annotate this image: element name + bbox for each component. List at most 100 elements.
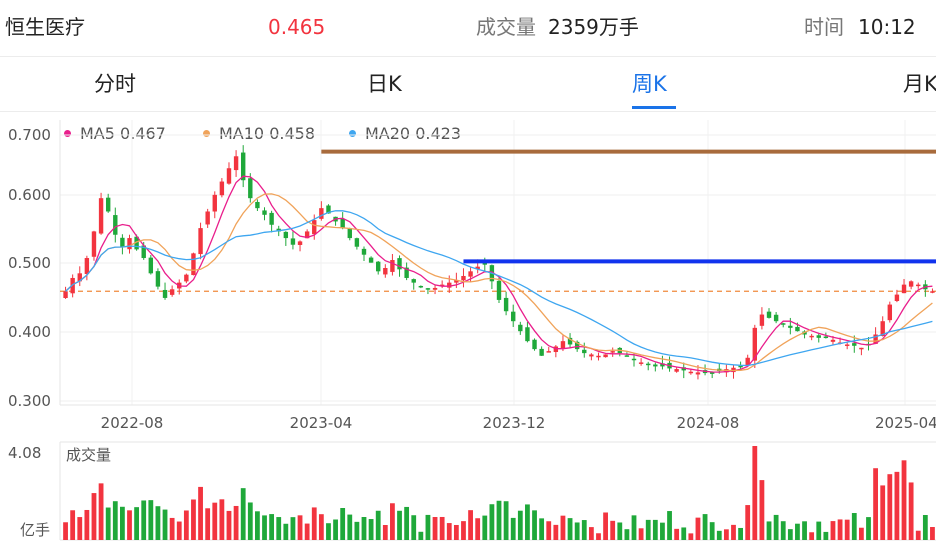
volume-bar xyxy=(141,500,147,540)
y-tick-label: 0.500 xyxy=(8,254,51,272)
candle-body xyxy=(482,262,487,265)
candle-body xyxy=(624,355,630,357)
tab-daily-k[interactable]: 日K xyxy=(367,72,402,96)
volume-bar xyxy=(297,515,303,540)
candle-body xyxy=(312,220,317,235)
y-tick-label: 0.400 xyxy=(8,323,51,341)
volume-bar xyxy=(390,503,395,540)
candle-body xyxy=(70,277,75,294)
y-tick-label: 0.600 xyxy=(8,186,51,204)
volume-bar xyxy=(844,519,850,540)
candle-body xyxy=(901,284,907,294)
candle-body xyxy=(475,266,480,270)
ma5-dot xyxy=(64,130,71,137)
candle-body xyxy=(788,325,793,328)
tab-monthly-k[interactable]: 月K xyxy=(903,72,936,96)
candle-body xyxy=(660,363,665,367)
candle-body xyxy=(795,326,800,332)
candle-body xyxy=(340,218,345,229)
volume-bar xyxy=(205,508,211,540)
candle-body xyxy=(894,294,900,301)
candle-body xyxy=(574,341,580,350)
volume-bar xyxy=(560,515,566,540)
candle-body xyxy=(674,369,679,372)
volume-bar xyxy=(759,480,765,540)
candle-body xyxy=(567,337,573,345)
candle-body xyxy=(84,258,90,275)
volume-bar xyxy=(397,510,402,540)
volume-bar xyxy=(617,522,623,540)
volume-bar xyxy=(347,514,353,540)
candle-body xyxy=(63,291,68,299)
candle-body xyxy=(745,357,750,366)
candle-body xyxy=(816,335,821,338)
volume-bar xyxy=(525,504,530,540)
candle-body xyxy=(525,327,530,342)
candle-body xyxy=(887,304,893,321)
volume-bar xyxy=(588,527,594,540)
volume-bar xyxy=(212,502,218,540)
volume-bar xyxy=(603,512,608,540)
kline-chart[interactable]: 0.700 0.600 0.500 0.400 0.300 2022-08 2023-04 2… xyxy=(0,112,936,552)
candle-body xyxy=(532,339,537,350)
volume-bar xyxy=(368,519,374,540)
volume-bar xyxy=(98,483,104,540)
tab-minute[interactable]: 分时 xyxy=(94,72,136,96)
volume-bar xyxy=(354,521,360,540)
ma10-label: MA10 xyxy=(219,124,265,143)
stock-name: 恒生医疗 xyxy=(5,15,85,39)
volume-bar xyxy=(176,521,182,540)
volume-bar xyxy=(681,527,687,540)
volume-bar xyxy=(866,517,871,540)
volume-bar xyxy=(148,500,154,540)
candle-body xyxy=(105,197,111,212)
ma5-legend: MA5 0.467 xyxy=(64,124,166,144)
volume-bar xyxy=(702,514,708,540)
volume-bar xyxy=(908,482,914,540)
tab-weekly-k[interactable]: 周K xyxy=(632,72,667,96)
candle-body xyxy=(518,324,523,332)
candle-body xyxy=(77,273,82,282)
candle-body xyxy=(752,327,758,361)
candle-body xyxy=(297,241,303,245)
volume-bar xyxy=(290,517,296,540)
candle-body xyxy=(233,156,239,171)
volume-bar xyxy=(311,507,317,540)
volume-bar xyxy=(240,488,246,540)
volume-bar xyxy=(119,506,125,540)
y-tick-label: 0.300 xyxy=(8,392,51,410)
volume-bar xyxy=(134,507,140,540)
candle-body xyxy=(219,181,225,196)
volume-bar xyxy=(262,515,267,540)
candle-body xyxy=(184,274,189,282)
volume-bar xyxy=(233,505,239,540)
candle-body xyxy=(148,257,154,274)
volume-bar xyxy=(169,517,175,540)
volume-bar xyxy=(77,517,83,540)
volume-bar xyxy=(624,529,630,540)
candle-body xyxy=(695,372,701,375)
volume-bar xyxy=(517,510,523,540)
volume-max-label: 4.08 xyxy=(8,444,41,462)
candle-body xyxy=(326,205,331,214)
candle-body xyxy=(191,253,196,276)
candle-body xyxy=(638,362,644,364)
candle-body xyxy=(262,210,267,215)
candle-body xyxy=(603,354,608,358)
volume-bar xyxy=(745,505,751,540)
candle-body xyxy=(610,351,615,353)
volume-bar xyxy=(887,474,893,540)
volume-bar xyxy=(269,514,275,540)
volume-bar xyxy=(155,506,161,540)
volume-bar xyxy=(738,527,743,540)
candle-body xyxy=(781,323,786,325)
volume-bar xyxy=(858,527,864,540)
candle-body xyxy=(255,201,260,209)
volume-bar xyxy=(553,524,559,540)
volume-bar xyxy=(837,519,843,540)
ma10-legend: MA10 0.458 xyxy=(203,124,315,144)
volume-bar xyxy=(894,471,900,540)
candle-body xyxy=(589,354,594,357)
volume-bar xyxy=(674,528,680,540)
current-price: 0.465 xyxy=(268,15,326,39)
